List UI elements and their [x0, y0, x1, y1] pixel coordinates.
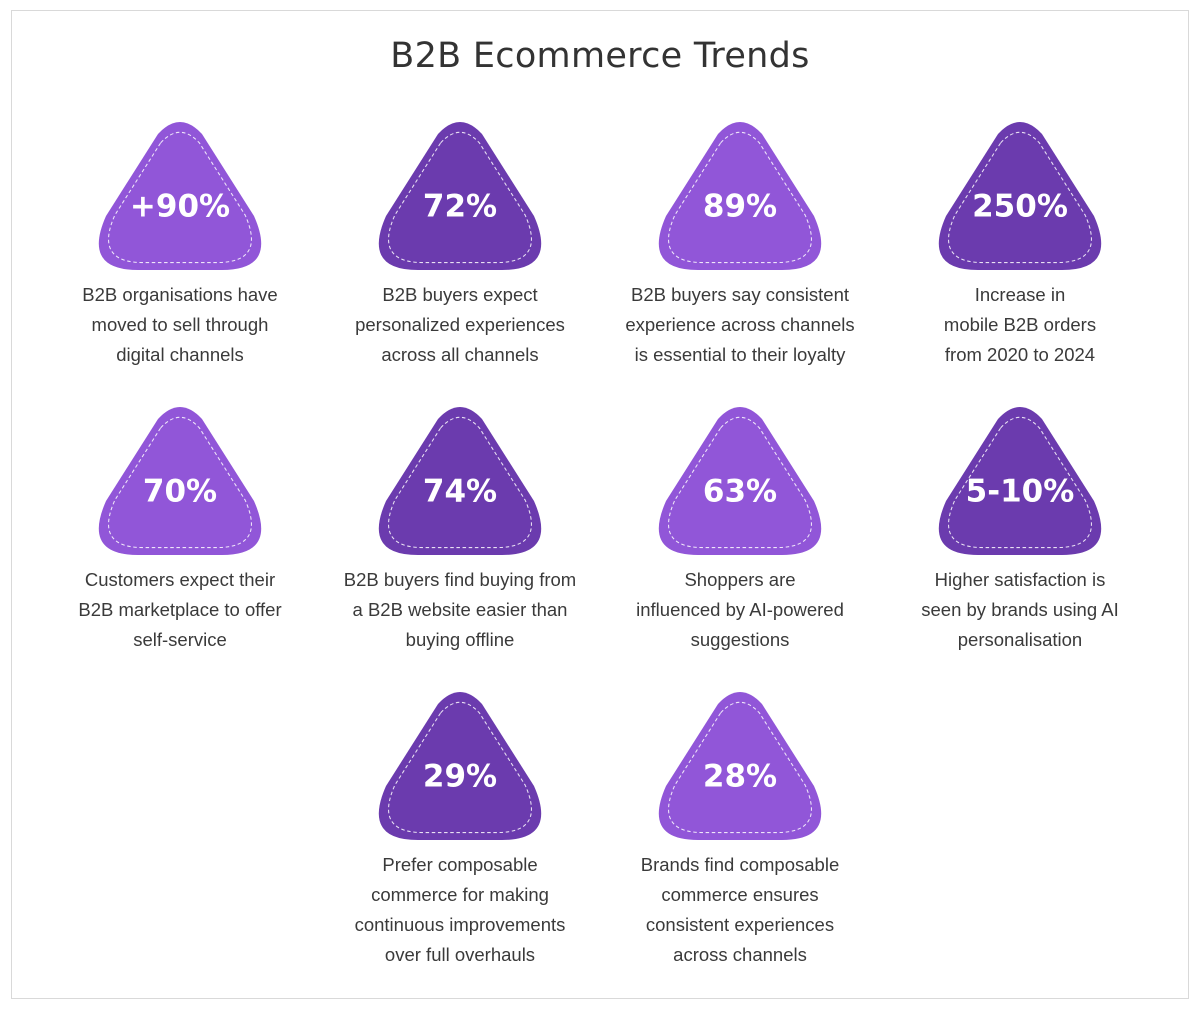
badge-dash: [388, 416, 532, 549]
description-line: across channels: [673, 944, 807, 965]
badge-dash: [668, 131, 812, 264]
description-line: buying offline: [405, 629, 515, 650]
stat-badge: 70%: [98, 407, 262, 555]
description: B2B organisations have moved to sell thro…: [40, 280, 320, 370]
description-line: B2B marketplace to offer: [78, 599, 282, 620]
title: B2B Ecommerce Trends: [390, 36, 810, 76]
description-line: moved to sell through: [91, 314, 269, 335]
description-line: B2B buyers say consistent: [631, 284, 849, 305]
description-line: digital channels: [116, 344, 244, 365]
description: Higher satisfaction is seen by brands usi…: [880, 565, 1160, 655]
badge-shape: [938, 407, 1102, 555]
badge-dash: [108, 416, 252, 549]
description-line: seen by brands using AI: [921, 599, 1119, 620]
description-line: B2B buyers find buying from: [343, 569, 577, 590]
badge-shape: [938, 122, 1102, 270]
description-line: over full overhauls: [384, 944, 536, 965]
stat-badge: 63%: [658, 407, 822, 555]
description-line: personalisation: [957, 629, 1083, 650]
stat-badge: 29%: [378, 692, 542, 840]
description-line: continuous improvements: [354, 914, 566, 935]
stat-badge: 5-10%: [938, 407, 1102, 555]
badge-shape: [98, 407, 262, 555]
badge-shape: [658, 407, 822, 555]
stat-value: 28%: [703, 759, 777, 795]
badge-shape: [658, 122, 822, 270]
badge-dash: [388, 701, 532, 834]
description-line: consistent experiences: [645, 914, 835, 935]
description-line: commerce ensures: [661, 884, 819, 905]
description: B2B buyers find buying from a B2B website…: [320, 565, 600, 655]
description: B2B buyers say consistent experience acro…: [600, 280, 880, 370]
badge-dash: [388, 131, 532, 264]
badge-dash: [668, 701, 812, 834]
stat-value: 29%: [423, 759, 497, 795]
description-line: self-service: [133, 629, 227, 650]
description-line: B2B organisations have: [82, 284, 278, 305]
frame: [11, 10, 1189, 999]
description: B2B buyers expect personalized experience…: [320, 280, 600, 370]
badge-shape: [378, 122, 542, 270]
description-line: influenced by AI-powered: [636, 599, 844, 620]
badge-dash: [108, 131, 252, 264]
description-line: is essential to their loyalty: [634, 344, 846, 365]
stat-value: 89%: [703, 189, 777, 225]
description: Prefer composable commerce for making cont…: [320, 850, 600, 970]
stat-badge: 89%: [658, 122, 822, 270]
badge-shape: [378, 407, 542, 555]
description-line: experience across channels: [625, 314, 855, 335]
stat-value: 72%: [423, 189, 497, 225]
badge-shape: [378, 692, 542, 840]
stat-value: 5-10%: [966, 474, 1075, 510]
description: Customers expect their B2B marketplace to…: [40, 565, 320, 655]
description-line: commerce for making: [371, 884, 549, 905]
stat-badge: 250%: [938, 122, 1102, 270]
badge-shape: [98, 122, 262, 270]
stat-badge: 28%: [658, 692, 822, 840]
stat-value: 250%: [972, 189, 1068, 225]
description-line: Brands find composable: [640, 854, 840, 875]
badge-dash: [948, 416, 1092, 549]
description-line: Shoppers are: [684, 569, 796, 590]
description-line: mobile B2B orders: [943, 314, 1097, 335]
description-line: B2B buyers expect: [382, 284, 538, 305]
badge-dash: [948, 131, 1092, 264]
badge-dash: [668, 416, 812, 549]
stat-badge: +90%: [98, 122, 262, 270]
stat-value: 63%: [703, 474, 777, 510]
description-line: Prefer composable: [382, 854, 538, 875]
description-line: from 2020 to 2024: [944, 344, 1096, 365]
description: Shoppers are influenced by AI-powered sugg…: [600, 565, 880, 655]
description-line: suggestions: [690, 629, 790, 650]
description-line: Increase in: [974, 284, 1066, 305]
description-line: a B2B website easier than: [352, 599, 568, 620]
description-line: personalized experiences: [355, 314, 565, 335]
description: Brands find composable commerce ensures co…: [600, 850, 880, 970]
stat-value: +90%: [130, 189, 230, 225]
stat-badge: 74%: [378, 407, 542, 555]
description-line: Customers expect their: [84, 569, 276, 590]
stat-value: 70%: [143, 474, 217, 510]
description-line: across all channels: [381, 344, 539, 365]
stat-badge: 72%: [378, 122, 542, 270]
description-line: Higher satisfaction is: [934, 569, 1106, 590]
badge-shape: [658, 692, 822, 840]
stat-value: 74%: [423, 474, 497, 510]
description: Increase in mobile B2B orders from 2020 to…: [880, 280, 1160, 370]
